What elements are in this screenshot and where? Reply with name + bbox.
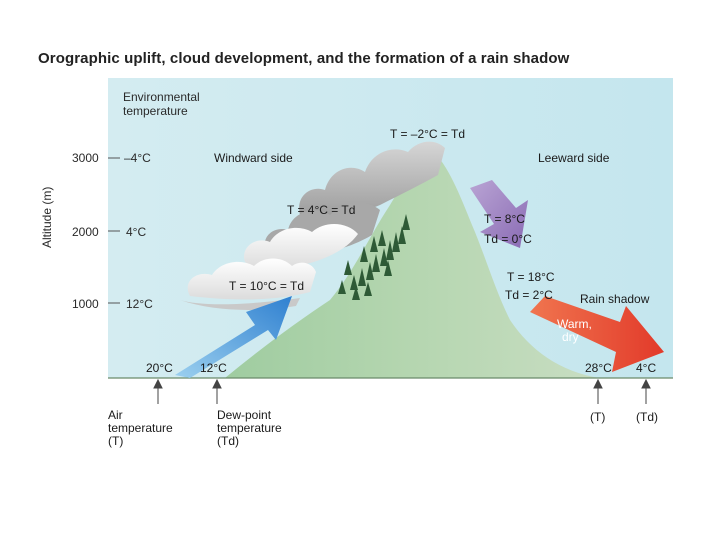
right-air-temperature-label: (T)	[590, 410, 606, 424]
ground-air-temp-right: 28°C	[585, 361, 612, 375]
windward-side-label: Windward side	[214, 151, 293, 165]
cloud-middle	[244, 223, 358, 270]
mountain	[225, 150, 600, 378]
forest	[338, 214, 410, 300]
environmental-temperature-label-line1: Environmental	[123, 90, 200, 104]
air-temperature-label-line2: temperature	[108, 421, 173, 435]
y-axis-label: Altitude (m)	[40, 186, 54, 248]
altitude-tick-3000: 3000	[72, 151, 99, 165]
windward-1000-temperature: T = 10°C = Td	[229, 279, 305, 293]
right-dew-point-label: (Td)	[636, 410, 658, 424]
pointer-arrows	[153, 378, 651, 404]
windward-2000-temperature: T = 4°C = Td	[287, 203, 356, 217]
leeward-lower-dew-temp: Td = 2°C	[505, 288, 553, 302]
altitude-tick-1000: 1000	[72, 297, 99, 311]
dew-point-label-line3: (Td)	[217, 434, 239, 448]
rain-shadow-label: Rain shadow	[580, 292, 650, 306]
leeward-descent-arrow	[470, 180, 528, 248]
leeward-upper-air-temp: T = 8°C	[484, 212, 525, 226]
ground-dew-temp-left: 12°C	[200, 361, 227, 375]
altitude-tick-2000: 2000	[72, 225, 99, 239]
warm-dry-label-line2: dry	[562, 330, 579, 344]
air-temperature-label-line1: Air	[108, 408, 123, 422]
dew-point-label-line2: temperature	[217, 421, 282, 435]
warm-dry-arrow	[530, 296, 664, 372]
uplift-arrow	[175, 296, 292, 378]
diagram-title: Orographic uplift, cloud development, an…	[38, 50, 570, 67]
env-temp-3000: –4°C	[124, 151, 151, 165]
ground-dew-temp-right: 4°C	[636, 361, 657, 375]
leeward-side-label: Leeward side	[538, 151, 610, 165]
leeward-lower-air-temp: T = 18°C	[507, 270, 555, 284]
summit-temperature: T = –2°C = Td	[390, 127, 466, 141]
dew-point-label-line1: Dew-point	[217, 408, 272, 422]
env-temp-1000: 12°C	[126, 297, 153, 311]
ground-air-temp-left: 20°C	[146, 361, 173, 375]
environmental-temperature-label-line2: temperature	[123, 104, 188, 118]
warm-dry-label-line1: Warm,	[557, 317, 592, 331]
air-temperature-label-line3: (T)	[108, 434, 124, 448]
leeward-upper-dew-temp: Td = 0°C	[484, 232, 532, 246]
env-temp-2000: 4°C	[126, 225, 147, 239]
